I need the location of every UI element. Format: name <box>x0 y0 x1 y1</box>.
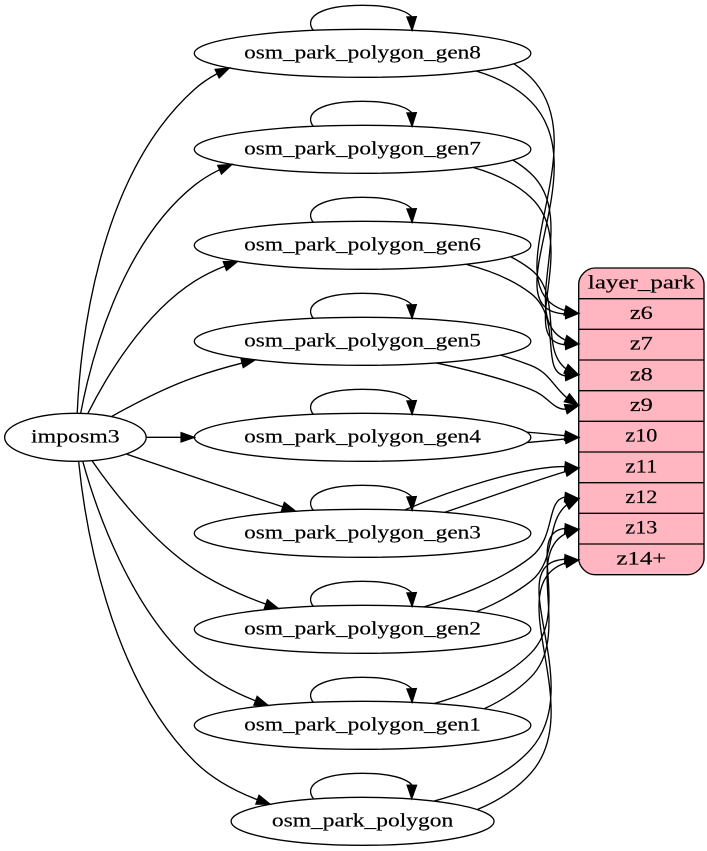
svg-text:osm_park_polygon_gen8: osm_park_polygon_gen8 <box>244 42 481 63</box>
svg-text:z14+: z14+ <box>616 548 666 569</box>
svg-text:osm_park_polygon_gen1: osm_park_polygon_gen1 <box>244 714 481 735</box>
svg-text:z10: z10 <box>625 426 657 447</box>
svg-text:osm_park_polygon_gen5: osm_park_polygon_gen5 <box>244 330 481 351</box>
svg-text:z13: z13 <box>625 518 657 539</box>
svg-text:osm_park_polygon_gen6: osm_park_polygon_gen6 <box>244 234 481 255</box>
svg-text:osm_park_polygon_gen7: osm_park_polygon_gen7 <box>244 138 481 159</box>
svg-text:z7: z7 <box>630 334 653 355</box>
svg-text:osm_park_polygon_gen3: osm_park_polygon_gen3 <box>244 522 481 543</box>
svg-text:layer_park: layer_park <box>588 272 696 293</box>
svg-text:osm_park_polygon_gen4: osm_park_polygon_gen4 <box>244 426 482 447</box>
svg-text:z8: z8 <box>630 364 653 385</box>
svg-text:z12: z12 <box>625 487 657 508</box>
svg-text:osm_park_polygon_gen2: osm_park_polygon_gen2 <box>244 618 481 639</box>
svg-text:z6: z6 <box>630 303 653 324</box>
svg-text:z11: z11 <box>625 456 657 477</box>
svg-text:z9: z9 <box>630 395 653 416</box>
svg-text:osm_park_polygon: osm_park_polygon <box>272 810 454 831</box>
svg-text:imposm3: imposm3 <box>31 426 120 447</box>
